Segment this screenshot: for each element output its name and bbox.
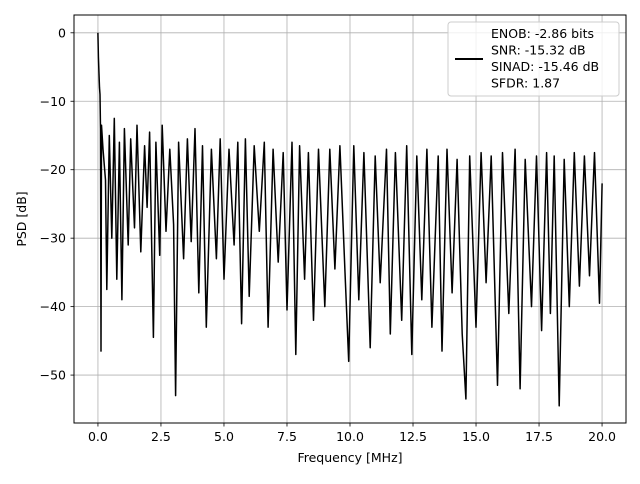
y-tick-label: −20	[40, 162, 66, 177]
legend-frame	[447, 21, 620, 97]
x-tick-label: 10.0	[336, 429, 364, 444]
y-tick-label: −50	[40, 368, 66, 383]
series-line-0	[97, 32, 603, 407]
x-tick-label: 7.5	[277, 429, 297, 444]
x-tick-label: 5.0	[214, 429, 234, 444]
legend-entry-line: SINAD: -15.46 dB	[491, 59, 599, 74]
y-axis-label: PSD [dB]	[14, 191, 29, 246]
legend-entry-line: SNR: -15.32 dB	[491, 43, 586, 58]
y-tick-label: −10	[40, 94, 66, 109]
series-lines	[97, 32, 603, 407]
x-tick-label: 0.0	[88, 429, 108, 444]
legend-entry-line: ENOB: -2.86 bits	[491, 26, 594, 41]
y-axis-ticks: 0 −10 −20 −30 −40 −50	[40, 25, 74, 383]
x-tick-label: 2.5	[151, 429, 171, 444]
x-tick-label: 12.5	[399, 429, 427, 444]
y-tick-label: −30	[40, 231, 66, 246]
y-tick-label: 0	[58, 25, 66, 40]
y-tick-label: −40	[40, 299, 66, 314]
x-axis-label: Frequency [MHz]	[297, 450, 402, 465]
x-tick-label: 15.0	[462, 429, 490, 444]
x-tick-label: 20.0	[588, 429, 616, 444]
x-tick-label: 17.5	[525, 429, 553, 444]
x-axis-ticks: 0.0 2.5 5.0 7.5 10.0 12.5 15.0 17.5 20.0	[88, 423, 616, 444]
legend-entry-line: SFDR: 1.87	[491, 76, 560, 91]
